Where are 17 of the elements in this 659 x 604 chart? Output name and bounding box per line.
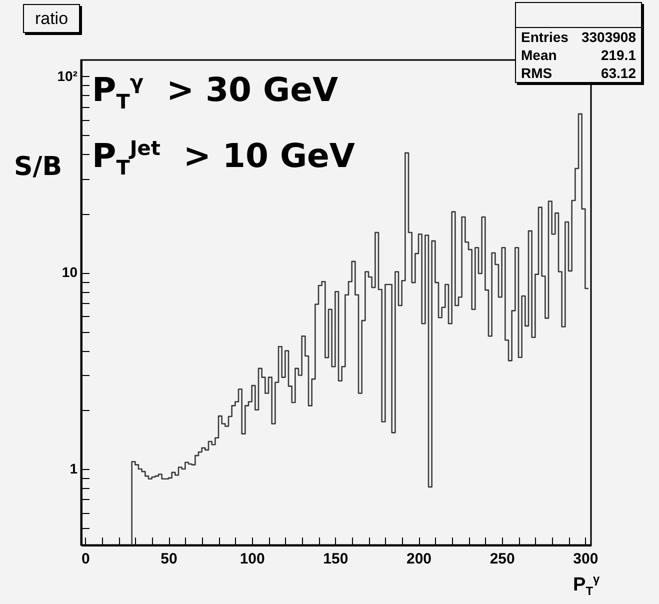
chart-title: ratio bbox=[23, 4, 80, 33]
x-tick-label: 200 bbox=[406, 550, 432, 568]
x-tick-label: 150 bbox=[323, 550, 348, 568]
x-tick-label: 0 bbox=[81, 550, 90, 568]
text: RMS 63.12 bbox=[521, 65, 636, 81]
y-tick-label: 1 bbox=[70, 460, 78, 476]
x-tick-label: 250 bbox=[490, 550, 515, 568]
annotation: P$_{T}$$^{γ}$ > 30 GeV bbox=[92, 70, 338, 114]
y-axis-title: S/B bbox=[14, 152, 62, 182]
annotation: P$_{T}$$^{Jet}$ > 10 GeV bbox=[92, 136, 355, 180]
x-tick-label: 50 bbox=[160, 550, 178, 568]
y-tick-label: 10² bbox=[57, 68, 78, 84]
x-tick-label: 300 bbox=[573, 550, 598, 568]
text: Entries 3303908 bbox=[521, 29, 636, 45]
y-tick-label: 10 bbox=[62, 264, 78, 280]
text: Mean 219.1 bbox=[521, 47, 636, 63]
x-tick-label: 100 bbox=[240, 550, 265, 568]
